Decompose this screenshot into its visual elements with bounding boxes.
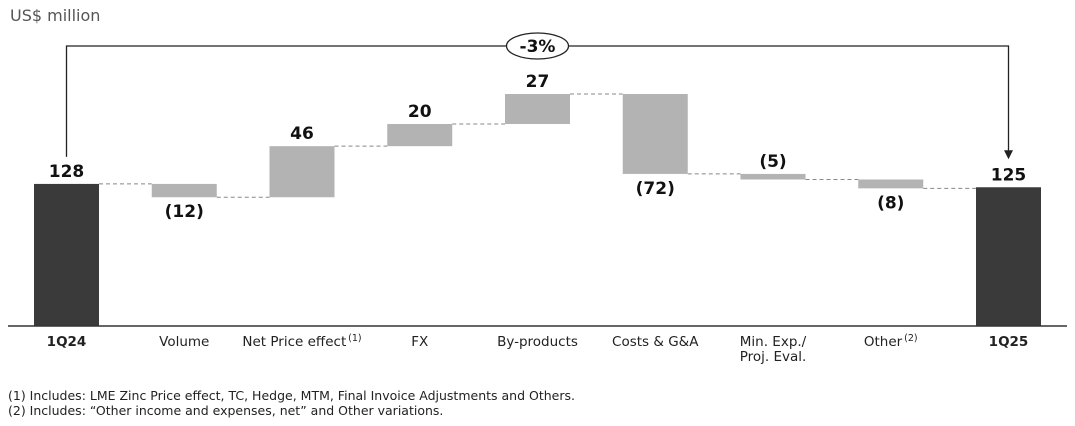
value-label-1: (12) <box>165 202 204 222</box>
value-label-8: 125 <box>991 165 1027 185</box>
bar-8 <box>976 187 1041 326</box>
bar-7 <box>858 179 924 189</box>
category-label-3: FX <box>411 334 428 350</box>
category-label-4: By-products <box>497 334 578 350</box>
value-label-6: (5) <box>759 152 786 172</box>
footnote-1: (1) Includes: LME Zinc Price effect, TC,… <box>8 388 575 403</box>
value-label-3: 20 <box>408 102 432 122</box>
value-labels: 128 (12) 46 20 27 (72) (5) (8) 125 <box>49 72 1027 222</box>
unit-label: US$ million <box>10 6 101 25</box>
category-label-8: 1Q25 <box>989 334 1029 350</box>
arrow-head <box>1004 150 1013 160</box>
category-label-2: Net Price effect (1) <box>242 333 361 351</box>
category-label-0: 1Q24 <box>47 334 87 350</box>
category-labels: 1Q24 Volume Net Price effect (1) FX By-produ… <box>47 333 1029 366</box>
change-label: -3% <box>520 37 556 57</box>
category-label-7: Other (2) <box>864 333 918 351</box>
category-label-6-line-0: Min. Exp./ <box>740 334 807 350</box>
footnote-ref-2: (1) <box>346 333 361 344</box>
category-label-1: Volume <box>159 334 209 350</box>
value-label-0: 128 <box>49 162 85 182</box>
bar-6 <box>740 173 806 180</box>
bars <box>34 94 1041 326</box>
bar-0 <box>34 183 99 326</box>
waterfall-chart: 128 (12) 46 20 27 (72) (5) (8) 125 1Q24 Volume Net… <box>8 32 1067 366</box>
footnote-2: (2) Includes: “Other income and expenses… <box>8 403 444 418</box>
bar-4 <box>505 94 570 124</box>
value-label-2: 46 <box>290 124 314 144</box>
bar-1 <box>151 183 217 198</box>
category-label-5: Costs & G&A <box>612 334 699 350</box>
bar-5 <box>622 94 688 174</box>
category-label-6-line-1: Proj. Eval. <box>740 349 807 365</box>
value-label-7: (8) <box>877 193 904 213</box>
connector-lines <box>99 93 976 198</box>
value-label-5: (72) <box>636 179 675 199</box>
value-label-4: 27 <box>526 72 550 92</box>
footnote-ref-7: (2) <box>902 333 917 344</box>
change-badge <box>505 32 570 60</box>
bar-3 <box>387 123 453 147</box>
change-arrow: -3% <box>65 32 1013 160</box>
bar-2 <box>269 146 335 198</box>
